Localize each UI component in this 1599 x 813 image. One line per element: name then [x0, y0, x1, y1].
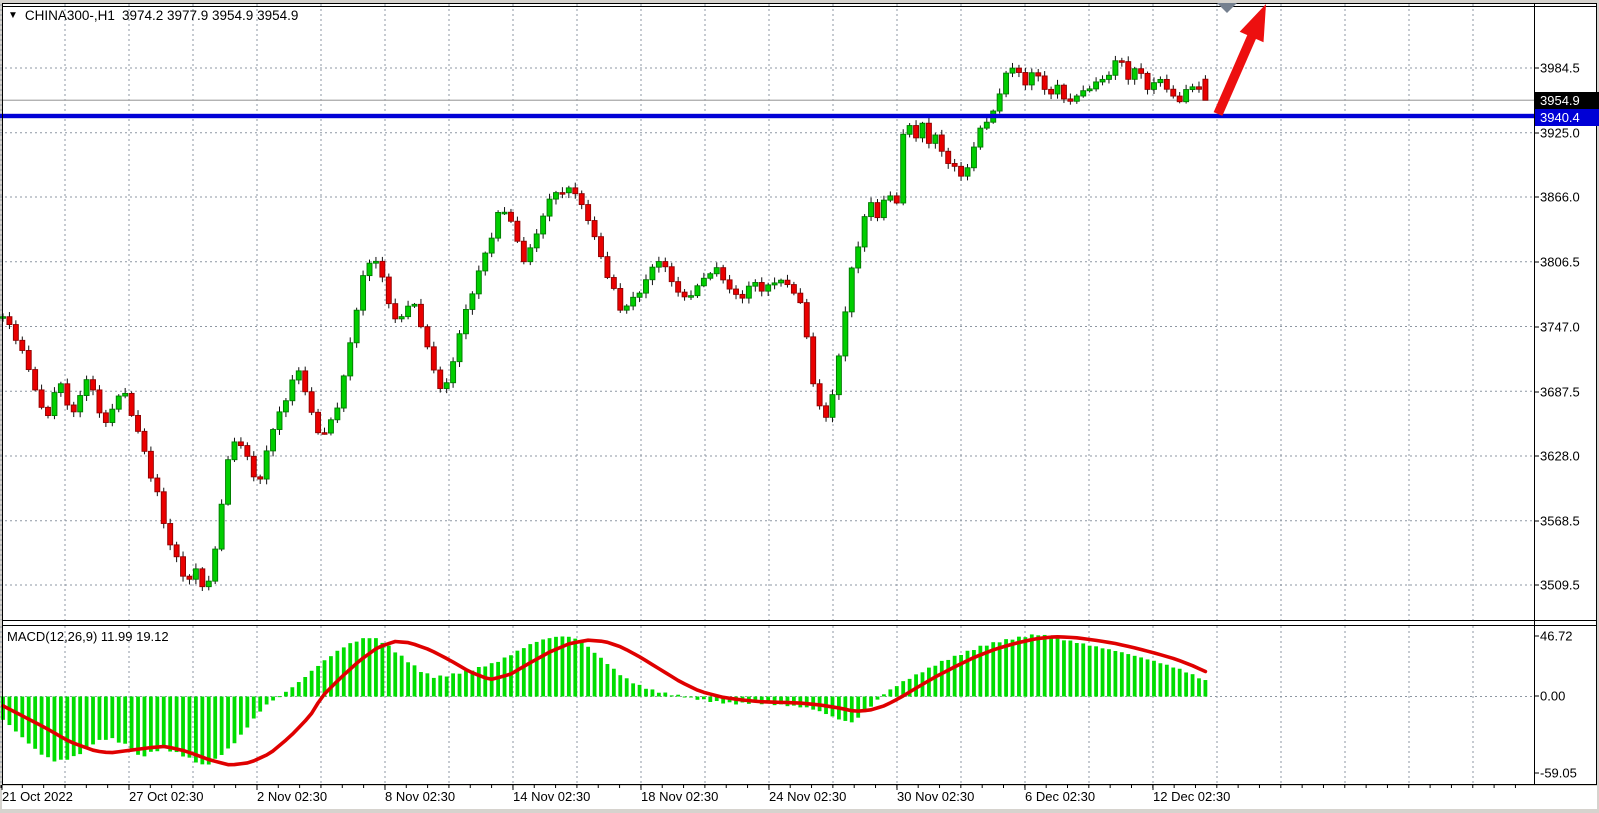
- arrow-object[interactable]: [1213, 3, 1266, 116]
- time-tick-label: 8 Nov 02:30: [385, 789, 456, 804]
- hline-price-box: 3940.4: [1535, 108, 1599, 126]
- hline-object[interactable]: [0, 113, 1534, 119]
- price-tick-label: 3568.5: [1540, 513, 1580, 529]
- price-tick-label: 3806.5: [1540, 254, 1580, 270]
- symbol-period-label: CHINA300-,H1: [24, 8, 115, 23]
- time-tick-label: 27 Oct 02:30: [129, 789, 204, 804]
- time-tick-label: 12 Dec 02:30: [1153, 789, 1231, 804]
- panel-backgrounds: [2, 3, 1597, 809]
- price-tick-label: 3687.5: [1540, 384, 1580, 400]
- bid-price-box: 3954.9: [1535, 91, 1599, 109]
- symbol-dropdown-icon[interactable]: ▼: [8, 10, 18, 21]
- price-tick-label: 3925.0: [1540, 125, 1580, 141]
- price-tick-label: 3747.0: [1540, 319, 1580, 335]
- macd-tick-label: 0.00: [1540, 688, 1566, 704]
- time-tick-label: 2 Nov 02:30: [257, 789, 328, 804]
- macd-tick-label: 46.72: [1540, 628, 1573, 644]
- time-tick-label: 18 Nov 02:30: [641, 789, 719, 804]
- frame-layer: [0, 3, 1597, 790]
- time-tick-label: 6 Dec 02:30: [1025, 789, 1096, 804]
- time-tick-label: 14 Nov 02:30: [513, 789, 591, 804]
- time-tick-label: 21 Oct 2022: [2, 789, 73, 804]
- price-tick-label: 3866.0: [1540, 189, 1580, 205]
- macd-indicator-label: MACD(12,26,9) 11.99 19.12: [7, 629, 169, 644]
- price-tick-label: 3628.0: [1540, 448, 1580, 464]
- candles-layer: [0, 55, 1209, 592]
- macd-layer: [1, 634, 1208, 767]
- price-tick-label: 3984.5: [1540, 60, 1580, 76]
- chart-title: ▼ CHINA300-,H1 3974.2 3977.9 3954.9 3954…: [8, 8, 298, 23]
- time-tick-label: 30 Nov 02:30: [897, 789, 975, 804]
- time-tick-label: 24 Nov 02:30: [769, 789, 847, 804]
- ohlc-readout: 3974.2 3977.9 3954.9 3954.9: [121, 8, 299, 23]
- price-tick-label: 3509.5: [1540, 577, 1580, 593]
- macd-tick-label: -59.05: [1540, 765, 1577, 781]
